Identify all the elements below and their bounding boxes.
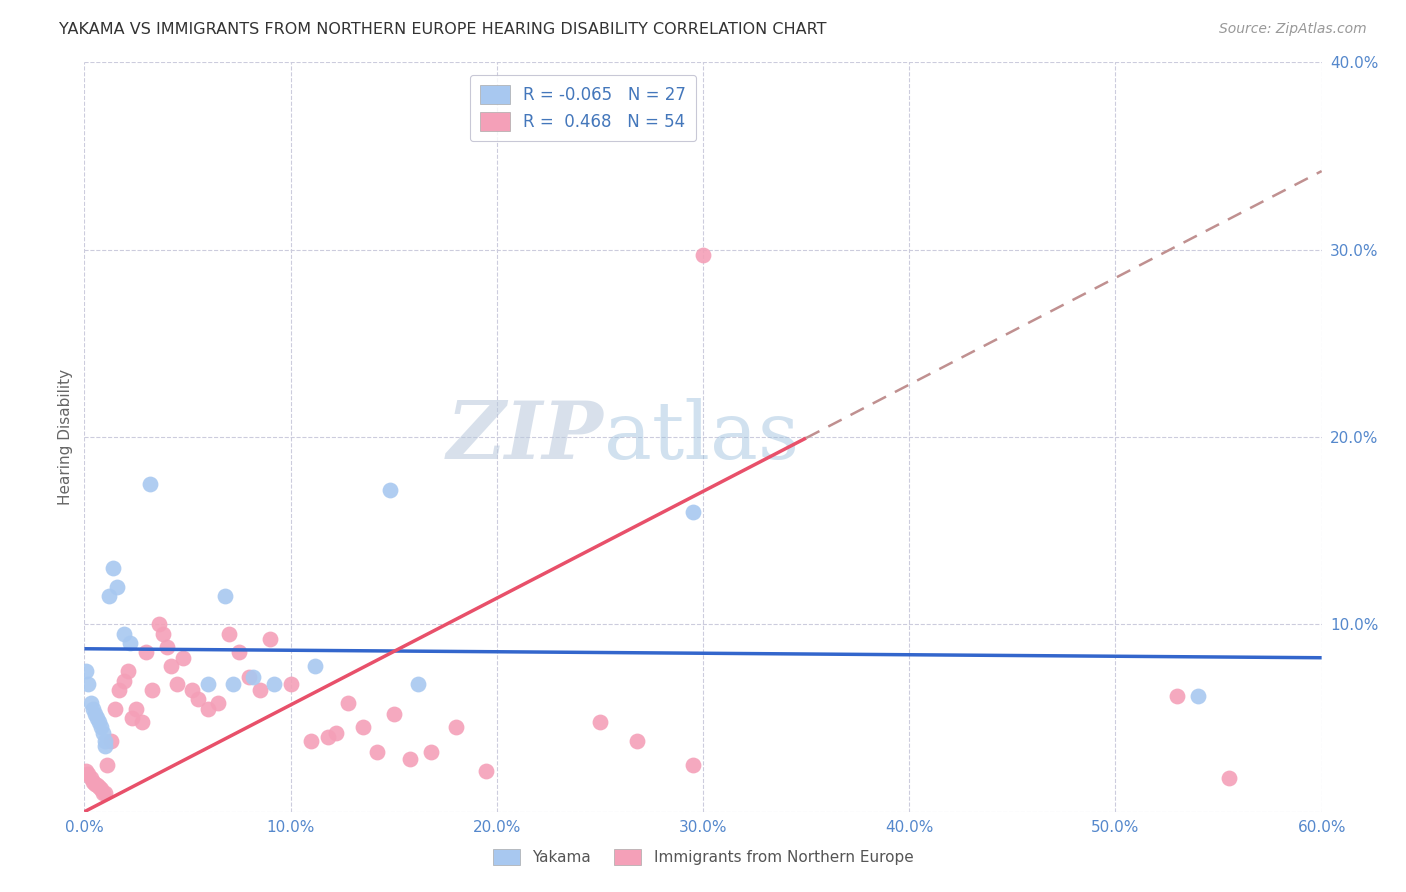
Point — [152, 626, 174, 640]
Point — [87, 714, 110, 729]
Point — [121, 711, 143, 725]
Point — [104, 701, 127, 715]
Point — [112, 673, 135, 688]
Point — [207, 696, 229, 710]
Point — [148, 617, 170, 632]
Point — [105, 580, 128, 594]
Point — [682, 758, 704, 772]
Point — [91, 726, 114, 740]
Text: YAKAMA VS IMMIGRANTS FROM NORTHERN EUROPE HEARING DISABILITY CORRELATION CHART: YAKAMA VS IMMIGRANTS FROM NORTHERN EUROP… — [59, 22, 827, 37]
Point — [87, 780, 110, 795]
Point — [299, 733, 322, 747]
Point — [96, 758, 118, 772]
Point — [408, 677, 430, 691]
Point — [75, 764, 97, 778]
Point — [135, 646, 157, 660]
Point — [90, 721, 112, 735]
Point — [75, 664, 97, 679]
Point — [399, 752, 422, 766]
Point — [103, 561, 125, 575]
Text: atlas: atlas — [605, 398, 799, 476]
Point — [197, 677, 219, 691]
Point — [280, 677, 302, 691]
Point — [131, 714, 153, 729]
Point — [160, 658, 183, 673]
Point — [83, 776, 105, 791]
Point — [79, 771, 101, 785]
Point — [94, 739, 117, 753]
Point — [259, 632, 281, 647]
Point — [86, 711, 108, 725]
Point — [82, 701, 104, 715]
Point — [419, 745, 441, 759]
Legend: R = -0.065   N = 27, R =  0.468   N = 54: R = -0.065 N = 27, R = 0.468 N = 54 — [470, 75, 696, 141]
Point — [1187, 689, 1209, 703]
Point — [337, 696, 360, 710]
Point — [86, 779, 108, 793]
Point — [378, 483, 401, 497]
Point — [1166, 689, 1188, 703]
Point — [180, 683, 202, 698]
Point — [263, 677, 285, 691]
Point — [156, 640, 179, 654]
Point — [242, 670, 264, 684]
Point — [589, 714, 612, 729]
Point — [249, 683, 271, 698]
Point — [139, 476, 162, 491]
Point — [83, 707, 105, 722]
Point — [118, 636, 141, 650]
Point — [382, 707, 405, 722]
Point — [172, 651, 194, 665]
Point — [197, 701, 219, 715]
Point — [77, 767, 100, 781]
Point — [125, 701, 148, 715]
Point — [94, 733, 117, 747]
Point — [82, 774, 104, 789]
Point — [91, 786, 114, 800]
Point — [626, 733, 648, 747]
Text: ZIP: ZIP — [447, 399, 605, 475]
Legend: Yakama, Immigrants from Northern Europe: Yakama, Immigrants from Northern Europe — [486, 843, 920, 871]
Point — [166, 677, 188, 691]
Point — [475, 764, 498, 778]
Point — [112, 626, 135, 640]
Point — [316, 730, 339, 744]
Point — [90, 782, 112, 797]
Y-axis label: Hearing Disability: Hearing Disability — [58, 369, 73, 505]
Point — [325, 726, 347, 740]
Text: Source: ZipAtlas.com: Source: ZipAtlas.com — [1219, 22, 1367, 37]
Point — [692, 248, 714, 262]
Point — [98, 590, 121, 604]
Point — [214, 590, 236, 604]
Point — [304, 658, 326, 673]
Point — [79, 696, 101, 710]
Point — [366, 745, 388, 759]
Point — [77, 677, 100, 691]
Point — [94, 786, 117, 800]
Point — [141, 683, 163, 698]
Point — [218, 626, 240, 640]
Point — [1218, 771, 1240, 785]
Point — [238, 670, 260, 684]
Point — [100, 733, 122, 747]
Point — [187, 692, 209, 706]
Point — [444, 721, 467, 735]
Point — [352, 721, 374, 735]
Point — [682, 505, 704, 519]
Point — [117, 664, 139, 679]
Point — [108, 683, 131, 698]
Point — [222, 677, 245, 691]
Point — [228, 646, 250, 660]
